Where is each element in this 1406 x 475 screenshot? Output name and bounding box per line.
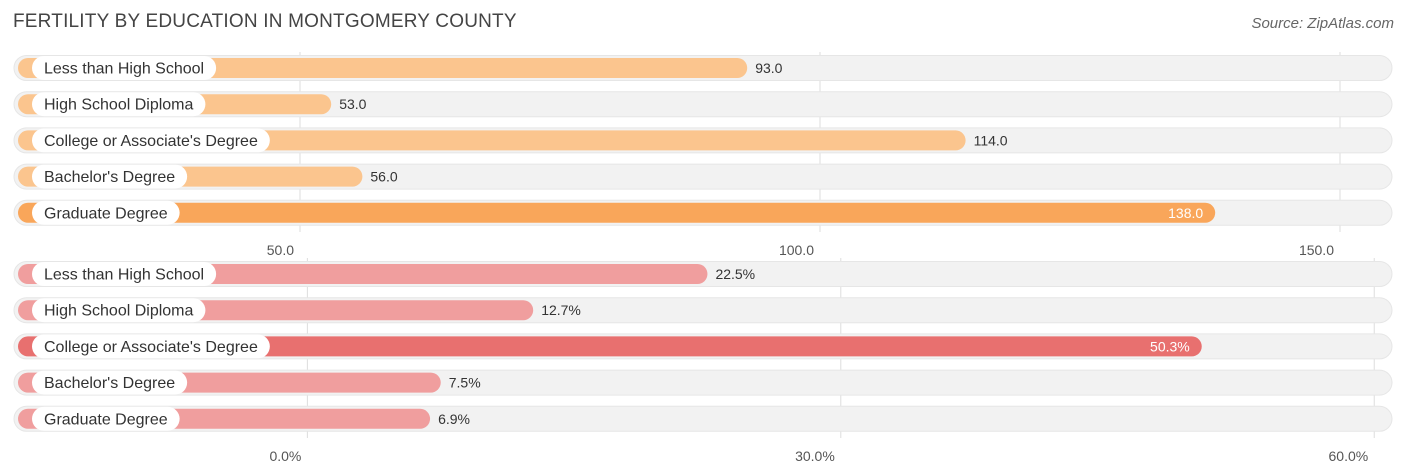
value-label: 53.0: [339, 96, 366, 112]
tick-label: 0.0%: [269, 448, 301, 464]
value-label: 50.3%: [1150, 338, 1190, 354]
bar-track: [13, 91, 1393, 118]
bar-row: College or Associate's Degree 50.3%: [13, 333, 1393, 360]
value-label: 22.5%: [715, 266, 755, 282]
chart-panel-2: Less than High School 22.5% High School Di…: [13, 258, 1393, 464]
value-label: 12.7%: [541, 302, 581, 318]
bar: [18, 202, 1216, 223]
bar-row: Less than High School 22.5%: [13, 261, 1393, 287]
value-label: 93.0: [755, 60, 782, 76]
bar-row: Less than High School 93.0: [13, 55, 1393, 81]
source-credit: Source: ZipAtlas.com: [1251, 15, 1394, 32]
category-label: Bachelor's Degree: [44, 375, 175, 392]
bar-row: High School Diploma 12.7%: [13, 297, 1393, 324]
category-pill: [32, 370, 188, 395]
category-label: Less than High School: [44, 61, 204, 78]
category-pill: [32, 164, 188, 189]
value-label: 6.9%: [438, 411, 470, 427]
category-label: Less than High School: [44, 267, 204, 284]
category-pill: [32, 406, 180, 431]
category-pill: [32, 200, 180, 225]
value-label: 56.0: [370, 169, 397, 185]
category-label: High School Diploma: [44, 303, 194, 320]
category-label: Bachelor's Degree: [44, 169, 175, 186]
category-label: College or Associate's Degree: [44, 133, 258, 150]
bar-row: Graduate Degree 138.0: [13, 199, 1393, 226]
bar-row: Graduate Degree 6.9%: [13, 405, 1393, 432]
tick-label: 30.0%: [795, 448, 835, 464]
bar-row: Bachelor's Degree 7.5%: [13, 369, 1393, 396]
category-pill: [32, 262, 217, 286]
category-label: High School Diploma: [44, 97, 194, 114]
tick-label: 100.0: [779, 242, 814, 258]
bar-row: Bachelor's Degree 56.0: [13, 163, 1393, 190]
category-pill: [32, 128, 270, 153]
tick-label: 60.0%: [1329, 448, 1369, 464]
chart-title: FERTILITY BY EDUCATION IN MONTGOMERY COU…: [13, 11, 517, 32]
tick-label: 50.0: [267, 242, 294, 258]
category-label: Graduate Degree: [44, 205, 168, 222]
category-label: Graduate Degree: [44, 411, 168, 428]
category-pill: [32, 92, 206, 117]
category-pill: [32, 56, 217, 80]
chart-panel-1: Less than High School 93.0 High School Dip…: [13, 52, 1393, 258]
bar-row: High School Diploma 53.0: [13, 91, 1393, 118]
category-pill: [32, 298, 206, 323]
category-pill: [32, 334, 270, 359]
category-label: College or Associate's Degree: [44, 339, 258, 356]
bar-row: College or Associate's Degree 114.0: [13, 127, 1393, 154]
value-label: 7.5%: [449, 375, 481, 391]
tick-label: 150.0: [1299, 242, 1334, 258]
bar: [18, 336, 1202, 357]
value-label: 138.0: [1168, 205, 1203, 221]
value-label: 114.0: [974, 132, 1008, 148]
